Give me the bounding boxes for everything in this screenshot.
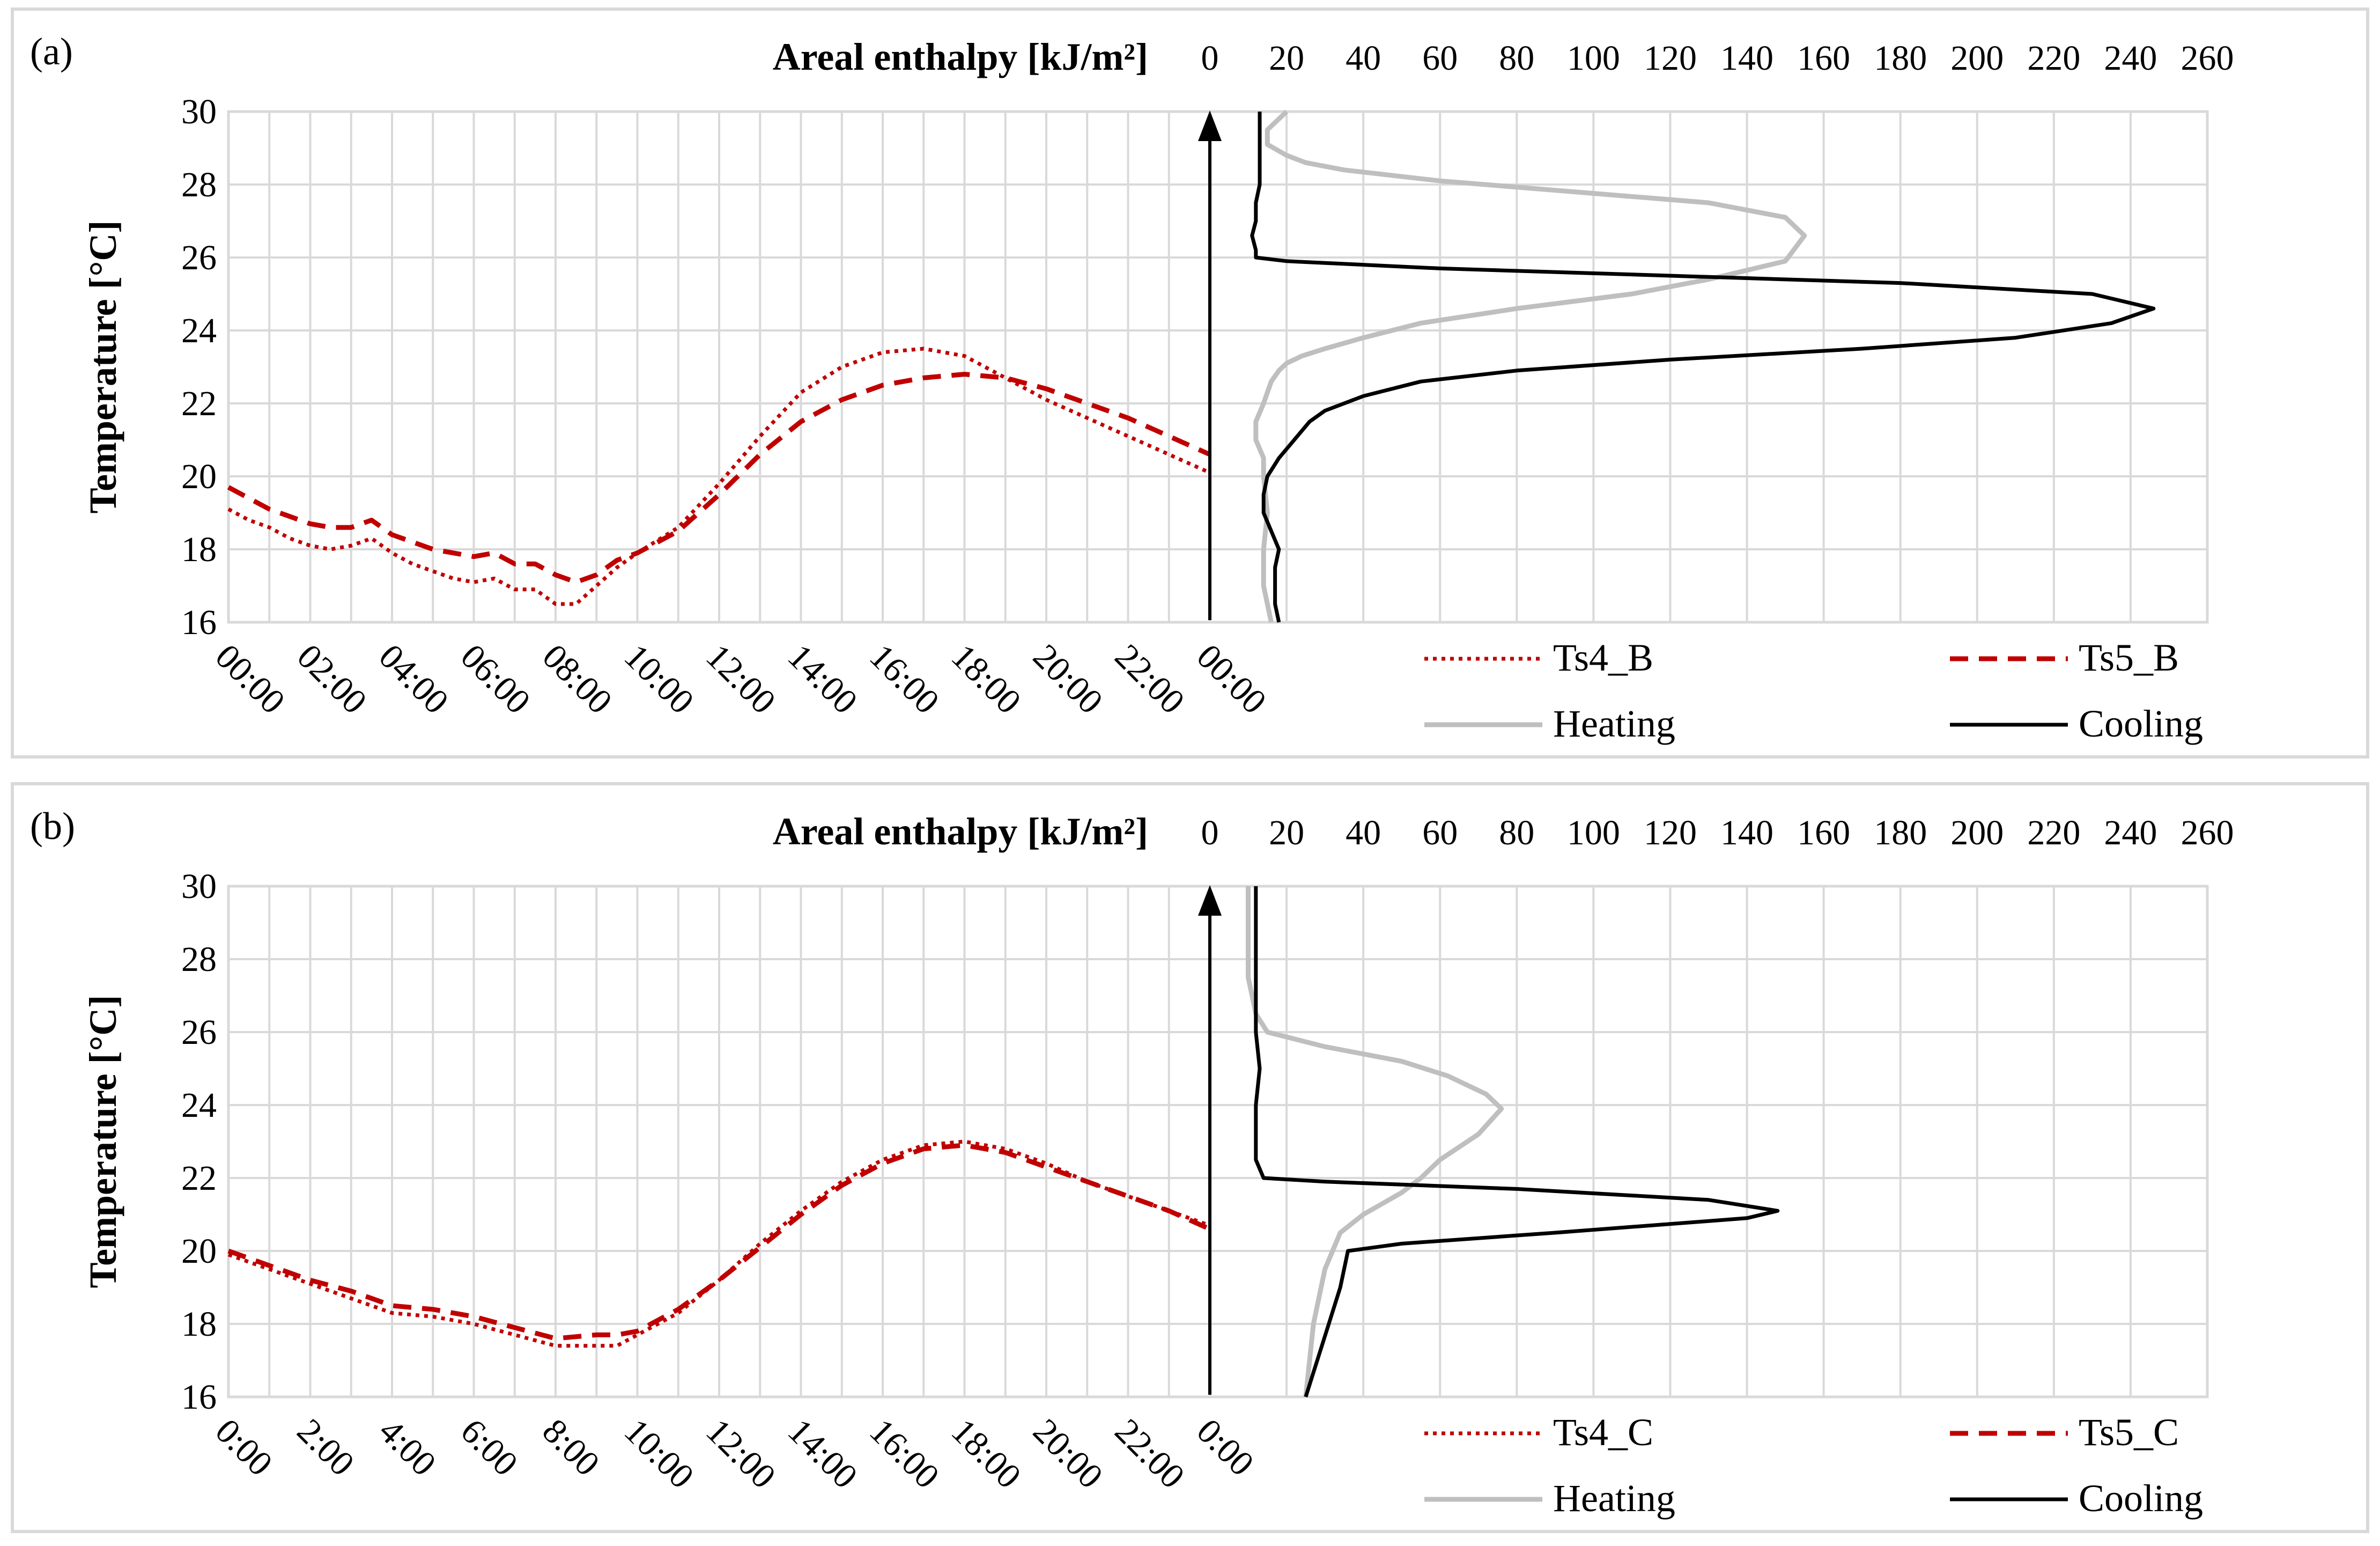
x-tick-label: 20:00	[1025, 1411, 1110, 1496]
x-tick-label: 8:00	[535, 1411, 607, 1484]
plot-frame	[227, 110, 2209, 624]
chart-b: 16 18 20 22 24 26 28 30 (b) Temperature [°C] Areal…	[30, 805, 2234, 1520]
enthalpy-tick-label: 80	[1499, 813, 1534, 852]
y-tick-label: 30	[181, 92, 217, 131]
enthalpy-tick-label: 200	[1950, 39, 2004, 78]
x-tick-label: 16:00	[862, 637, 947, 722]
x-tick-label: 4:00	[371, 1411, 444, 1484]
x-tick-label: 02:00	[290, 637, 374, 722]
enthalpy-tick-label: 220	[2027, 39, 2080, 78]
series-line-ts5-b	[227, 372, 1211, 585]
y-tick-label: 20	[181, 1232, 217, 1271]
legend-label-cool: Cooling	[2079, 702, 2203, 745]
x-tick-label: 14:00	[780, 1411, 865, 1496]
enthalpy-tick-label: 60	[1422, 39, 1458, 78]
x-tick-label: 00:00	[1189, 637, 1274, 722]
enthalpy-tick-label: 0	[1201, 813, 1219, 852]
enthalpy-tick-label: 0	[1201, 39, 1219, 78]
y-tick-label: 20	[181, 457, 217, 496]
enthalpy-tick-label: 180	[1874, 39, 1927, 78]
x-tick-label: 22:00	[1107, 1411, 1192, 1496]
enthalpy-tick-label: 260	[2181, 39, 2234, 78]
enthalpy-tick-label: 240	[2104, 813, 2157, 852]
y-axis-label: Temperature [°C]	[82, 995, 124, 1289]
legend-label-ts5: Ts5_C	[2079, 1411, 2179, 1454]
y-tick-label: 26	[181, 1013, 217, 1052]
separator-axis-arrowhead	[1198, 885, 1222, 916]
enthalpy-tick-label: 20	[1269, 813, 1304, 852]
x-tick-label: 0:00	[1189, 1411, 1261, 1484]
y-tick-label: 28	[181, 165, 217, 204]
enthalpy-tick-label: 20	[1269, 39, 1304, 78]
x-tick-label: 06:00	[453, 637, 538, 722]
y-tick-label: 26	[181, 238, 217, 277]
y-tick-label: 22	[181, 1159, 217, 1198]
x-tick-label: 10:00	[617, 1411, 701, 1496]
enthalpy-tick-label: 100	[1567, 39, 1620, 78]
x-tick-label: 04:00	[371, 637, 456, 722]
x-tick-label: 18:00	[944, 637, 1029, 722]
enthalpy-tick-label: 140	[1720, 813, 1773, 852]
enthalpy-tick-label: 100	[1567, 813, 1620, 852]
y-tick-label: 18	[181, 1305, 217, 1344]
enthalpy-tick-label: 80	[1499, 39, 1534, 78]
enthalpy-tick-label: 140	[1720, 39, 1773, 78]
series-line-cooling	[1254, 886, 1780, 1398]
y-tick-label: 18	[181, 530, 217, 569]
y-tick-label: 24	[181, 311, 217, 350]
legend-label-cool: Cooling	[2079, 1477, 2203, 1520]
series-line-cooling	[1250, 112, 2156, 623]
enthalpy-tick-label: 160	[1797, 813, 1850, 852]
enthalpy-tick-label: 40	[1346, 813, 1381, 852]
x-tick-label: 14:00	[780, 637, 865, 722]
x-tick-label: 12:00	[698, 1411, 783, 1496]
enthalpy-tick-label: 60	[1422, 813, 1458, 852]
enthalpy-tick-label: 120	[1644, 813, 1697, 852]
x-tick-label: 22:00	[1107, 637, 1192, 722]
panel-b: 16 18 20 22 24 26 28 30 (b) Temperature [°C] Areal…	[11, 782, 2369, 1533]
separator-axis-arrowhead	[1198, 111, 1222, 141]
x-tick-label: 0:00	[208, 1411, 280, 1484]
x-tick-label: 2:00	[290, 1411, 362, 1484]
series-line-ts5-c	[227, 1143, 1211, 1341]
x-tick-label: 6:00	[453, 1411, 526, 1484]
enthalpy-tick-label: 180	[1874, 813, 1927, 852]
y-tick-label: 16	[181, 1378, 217, 1417]
y-axis-label: Temperature [°C]	[82, 220, 124, 514]
legend-label-heat: Heating	[1553, 1477, 1675, 1520]
y-tick-label: 16	[181, 603, 217, 642]
enthalpy-axis-label: Areal enthalpy [kJ/m²]	[773, 810, 1148, 853]
y-tick-label: 24	[181, 1086, 217, 1125]
legend-label-ts4: Ts4_B	[1553, 636, 1653, 679]
y-tick-label: 28	[181, 940, 217, 979]
enthalpy-tick-label: 120	[1644, 39, 1697, 78]
series-line-heating	[1253, 109, 1807, 623]
enthalpy-tick-label: 220	[2027, 813, 2080, 852]
x-tick-label: 10:00	[617, 637, 701, 722]
legend-label-heat: Heating	[1553, 702, 1675, 745]
chart-a: 16 18 20 22 24 26 28 30 (a) Temperature [°C] Areal…	[30, 30, 2234, 745]
y-tick-label: 22	[181, 384, 217, 423]
legend-label-ts5: Ts5_B	[2079, 636, 2179, 679]
enthalpy-tick-label: 200	[1950, 813, 2004, 852]
enthalpy-tick-label: 40	[1346, 39, 1381, 78]
x-tick-label: 12:00	[698, 637, 783, 722]
y-tick-label: 30	[181, 867, 217, 906]
x-tick-label: 20:00	[1025, 637, 1110, 722]
enthalpy-axis-label: Areal enthalpy [kJ/m²]	[773, 35, 1148, 78]
series-line-ts4-b	[227, 347, 1211, 606]
x-tick-label: 00:00	[208, 637, 292, 722]
plot-frame	[227, 885, 2209, 1398]
enthalpy-tick-label: 240	[2104, 39, 2157, 78]
panel-a: 16 18 20 22 24 26 28 30 (a) Temperature [°C] Areal…	[11, 8, 2369, 759]
legend-label-ts4: Ts4_C	[1553, 1411, 1653, 1454]
x-tick-label: 18:00	[944, 1411, 1029, 1496]
series-line-heating	[1246, 886, 1504, 1397]
panel-label: (a)	[30, 30, 73, 73]
x-tick-label: 16:00	[862, 1411, 947, 1496]
x-tick-label: 08:00	[535, 637, 619, 722]
panel-label: (b)	[30, 805, 75, 848]
enthalpy-tick-label: 260	[2181, 813, 2234, 852]
enthalpy-tick-label: 160	[1797, 39, 1850, 78]
